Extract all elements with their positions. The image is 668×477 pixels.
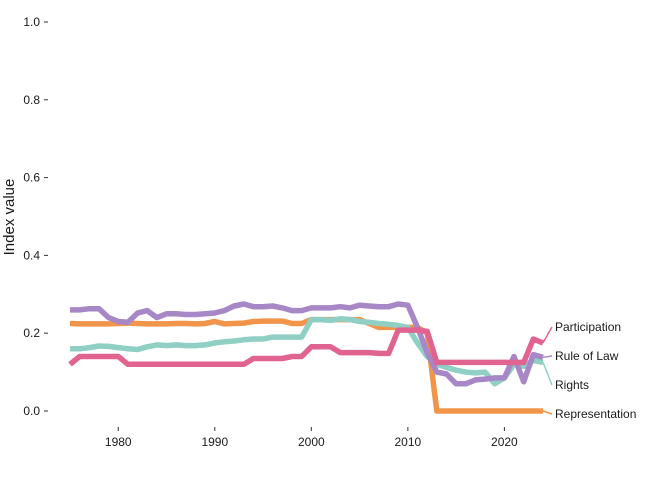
x-tick-label: 2020 (491, 435, 518, 449)
y-tick-label: 1.0 (23, 15, 40, 29)
y-tick-label: 0.2 (23, 326, 40, 340)
series-line-rule-of-law (70, 301, 544, 387)
leader-line-representation (542, 410, 553, 415)
series-label-rights: Rights (555, 378, 589, 392)
y-tick-label: 0.0 (23, 404, 40, 418)
y-axis-title: Index value (1, 179, 18, 256)
y-tick-label: 0.4 (23, 248, 40, 262)
leader-line-rule-of-law (542, 355, 553, 359)
x-tick-label: 1980 (105, 435, 132, 449)
y-axis: 0.0 0.2 0.4 0.6 0.8 1.0 (23, 15, 48, 418)
y-tick-label: 0.6 (23, 171, 40, 185)
x-tick-label: 2000 (298, 435, 325, 449)
x-axis: 1980 1990 2000 2010 2020 (105, 427, 518, 449)
y-tick-label: 0.8 (23, 93, 40, 107)
leader-line-rights (542, 362, 553, 386)
series-label-representation: Representation (555, 407, 636, 421)
x-tick-label: 2010 (395, 435, 422, 449)
legend-group: Representation Rights Rule of Law Participa… (542, 320, 636, 421)
x-tick-label: 1990 (201, 435, 228, 449)
series-label-participation: Participation (555, 320, 621, 334)
series-group (68, 301, 545, 414)
series-line-rights (70, 316, 544, 387)
series-line-participation (68, 327, 545, 368)
series-label-rule-of-law: Rule of Law (555, 349, 619, 363)
leader-line-participation (542, 326, 553, 344)
series-line-representation (69, 316, 543, 414)
